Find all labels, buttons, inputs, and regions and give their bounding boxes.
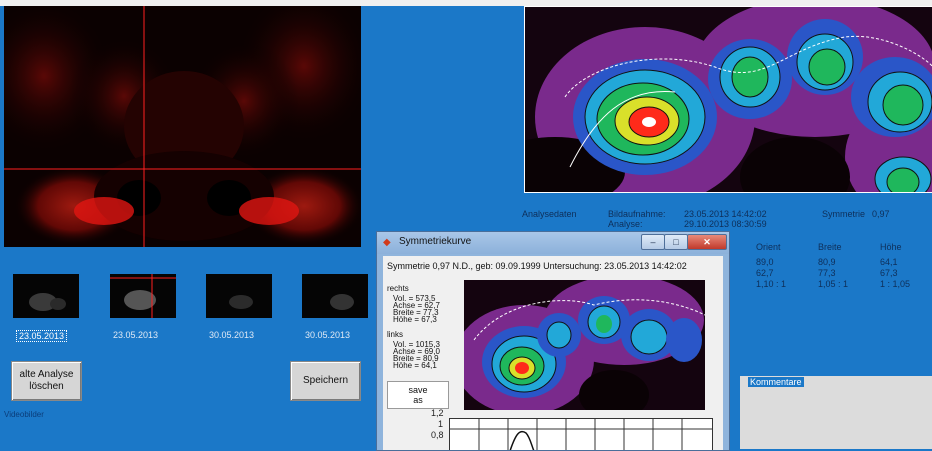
rechts-line: Höhe = 67,3 (393, 315, 437, 324)
table-cell: 1,10 : 1 (756, 279, 787, 289)
analyse-label: Analyse: (608, 219, 643, 229)
videobilder-link[interactable]: Videobilder (4, 410, 44, 419)
dialog-title: Symmetriekurve (399, 236, 472, 247)
thumbnail-date-4[interactable]: 30.05.2013 (305, 330, 351, 340)
table-cell: 80,9 (818, 257, 836, 267)
app-icon: ◆ (383, 237, 391, 248)
analysedaten-label: Analysedaten (522, 209, 577, 219)
y-tick-label: 1 (438, 419, 444, 429)
close-icon: ✕ (703, 236, 711, 247)
thumbnail-2[interactable] (110, 274, 176, 318)
save-button-label: Speichern (302, 375, 349, 386)
dialog-header-text: Symmetrie 0,97 N.D., geb: 09.09.1999 Unt… (387, 261, 687, 271)
delete-old-analysis-label: alte Analyse löschen (19, 369, 74, 392)
thumbnail-1[interactable] (13, 274, 79, 318)
y-tick-label: 0,8 (431, 430, 444, 440)
thumbnail-4[interactable] (302, 274, 368, 318)
rechts-line: Breite = 77,3 (393, 308, 439, 317)
save-as-label: save as (408, 385, 428, 405)
links-line: Vol. = 1015,3 (393, 340, 440, 349)
comment-area[interactable] (740, 376, 932, 449)
links-line: Breite = 80,9 (393, 354, 439, 363)
thumbnail-3[interactable] (206, 274, 272, 318)
delete-old-analysis-button[interactable]: alte Analyse löschen (11, 361, 82, 401)
table-cell: 1,05 : 1 (818, 279, 849, 289)
bildaufnahme-value: 23.05.2013 14:42:02 (684, 209, 767, 219)
bildaufnahme-label: Bildaufnahme: (608, 209, 666, 219)
dialog-titlebar[interactable]: ◆ Symmetriekurve – □ ✕ (377, 232, 729, 254)
links-line: Achse = 69,0 (393, 347, 440, 356)
symmetrie-label: Symmetrie (822, 209, 866, 219)
y-tick-label: 1,2 (431, 408, 444, 418)
thumbnail-date-1[interactable]: 23.05.2013 (16, 330, 68, 342)
table-cell: 67,3 (880, 268, 898, 278)
kommentare-label: Kommentare (748, 377, 804, 387)
col-header-orient: Orient (756, 242, 781, 252)
table-cell: 62,7 (756, 268, 774, 278)
col-header-hoehe: Höhe (880, 242, 902, 252)
table-cell: 77,3 (818, 268, 836, 278)
rechts-label: rechts (387, 284, 409, 293)
table-cell: 1 : 1,05 (880, 279, 911, 289)
nose-thermal-image (4, 6, 361, 247)
rechts-line: Vol. = 573,5 (393, 294, 436, 303)
table-cell: 89,0 (756, 257, 774, 267)
symmetrie-value: 0,97 (872, 209, 890, 219)
links-label: links (387, 330, 404, 339)
dialog-body: Symmetrie 0,97 N.D., geb: 09.09.1999 Unt… (383, 256, 723, 450)
top-strip (0, 0, 932, 6)
save-button[interactable]: Speichern (290, 361, 361, 401)
minimize-icon: – (650, 237, 656, 247)
symmetry-curve-plot (449, 418, 713, 450)
table-cell: 64,1 (880, 257, 898, 267)
thumbnail-date-2[interactable]: 23.05.2013 (113, 330, 159, 340)
maximize-button[interactable]: □ (664, 234, 688, 250)
contour-heatmap (524, 6, 932, 193)
dialog-heatmap (464, 280, 705, 410)
symmetriekurve-dialog[interactable]: ◆ Symmetriekurve – □ ✕ Symmetrie 0,97 N.… (376, 231, 730, 451)
rechts-line: Achse = 62,7 (393, 301, 440, 310)
links-line: Höhe = 64,1 (393, 361, 437, 370)
analyse-value: 29.10.2013 08:30:59 (684, 219, 767, 229)
camera-image[interactable] (4, 6, 361, 247)
thumbnail-date-3[interactable]: 30.05.2013 (209, 330, 255, 340)
save-as-button[interactable]: save as (387, 381, 449, 409)
close-button[interactable]: ✕ (687, 234, 727, 250)
col-header-breite: Breite (818, 242, 842, 252)
minimize-button[interactable]: – (641, 234, 665, 250)
maximize-icon: □ (673, 237, 679, 247)
